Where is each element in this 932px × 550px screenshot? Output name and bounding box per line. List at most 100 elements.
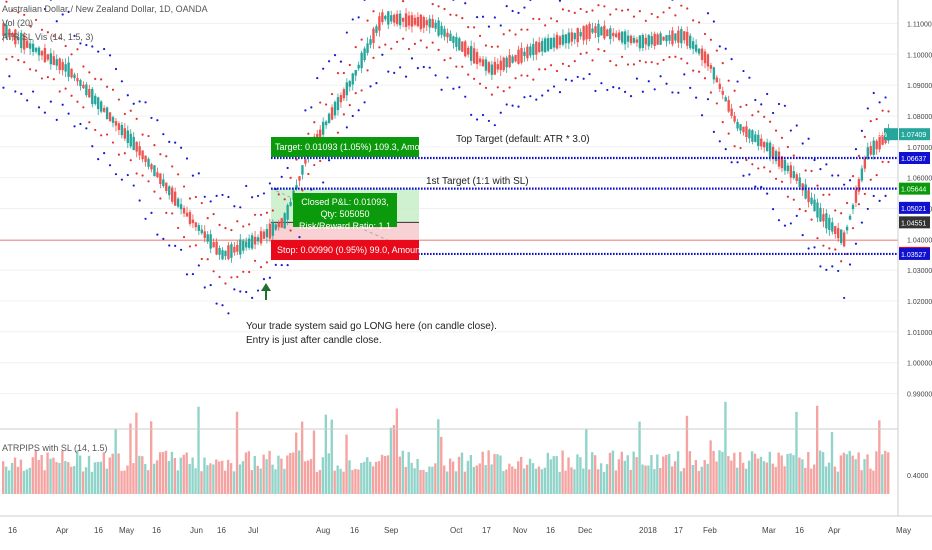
- atr-dot-upper: [262, 192, 266, 195]
- atr-dot-lower-inner: [153, 190, 156, 193]
- volume-bar: [241, 461, 245, 494]
- volume-bar: [605, 464, 609, 494]
- candle: [324, 121, 328, 126]
- price-badge-label: 1.06637: [901, 156, 926, 163]
- y-tick-label: 1.11000: [907, 21, 932, 28]
- atr-dot-lower-inner: [680, 57, 683, 60]
- candle: [194, 222, 198, 228]
- atr-dot-lower: [67, 112, 70, 115]
- atr-dot-lower: [174, 244, 177, 247]
- candle: [52, 56, 55, 65]
- volume-bar: [839, 455, 843, 494]
- volume-bar: [611, 450, 615, 494]
- volume-bar: [295, 432, 298, 494]
- atr-dot-upper: [286, 166, 289, 170]
- atr-dot-upper-inner: [674, 14, 677, 17]
- volume-bar: [277, 455, 280, 494]
- atr-dot-upper: [452, 0, 455, 1]
- candle: [384, 15, 387, 20]
- y-tick-label: 1.01000: [907, 330, 932, 337]
- candle: [245, 241, 248, 248]
- volume-bar: [300, 421, 304, 494]
- atr-dot-upper-inner: [473, 26, 476, 29]
- atr-dot-lower: [31, 90, 35, 93]
- atr-dot-lower: [322, 181, 325, 184]
- volume-bar: [821, 452, 825, 494]
- atr-dot-upper-inner: [307, 132, 310, 135]
- candle: [239, 239, 242, 255]
- atr-dot-upper: [221, 193, 224, 197]
- candle: [502, 57, 505, 71]
- volume-bar: [659, 467, 662, 494]
- atr-dot-lower-inner: [188, 245, 192, 248]
- atr-dot-lower-inner: [514, 77, 517, 80]
- atr-dot-lower: [233, 288, 236, 291]
- volume-bar: [599, 463, 603, 494]
- candle: [212, 242, 215, 248]
- volume-bar: [218, 461, 221, 494]
- candle: [165, 182, 168, 191]
- atr-dot-upper: [712, 20, 715, 23]
- volume-bar: [807, 452, 810, 494]
- candle: [333, 101, 337, 116]
- atr-dot-upper-inner: [64, 44, 67, 48]
- candle: [31, 43, 35, 52]
- volume-bar: [250, 470, 253, 494]
- candle: [304, 159, 307, 164]
- atr-dot-upper-inner: [567, 9, 570, 12]
- atr-dot-upper: [191, 174, 195, 177]
- atr-dot-upper: [144, 101, 147, 104]
- candle: [20, 32, 23, 49]
- volume-bar: [872, 470, 875, 494]
- atr-dot-upper-inner: [496, 45, 499, 48]
- atr-dot-lower-inner: [626, 63, 630, 66]
- volume-bar: [440, 436, 443, 494]
- atr-dot-upper: [843, 183, 846, 186]
- candle: [419, 14, 423, 30]
- atr-dot-upper-inner: [804, 169, 807, 172]
- candle: [91, 88, 94, 105]
- volume-bar: [10, 462, 14, 494]
- candle: [686, 31, 689, 46]
- atr-dot-upper-inner: [484, 44, 488, 47]
- atr-dot-lower-inner: [253, 259, 257, 262]
- volume-bar: [555, 456, 558, 494]
- change-badge: [884, 128, 898, 141]
- atr-dot-upper-inner: [200, 201, 203, 205]
- atr-dot-upper-inner: [816, 184, 819, 187]
- atr-dot-upper-inner: [792, 154, 795, 157]
- candle: [428, 18, 431, 28]
- atr-dot-upper-inner: [29, 24, 32, 27]
- volume-bar: [58, 462, 61, 494]
- atr-dot-upper: [724, 47, 727, 50]
- volume-bar: [348, 460, 351, 494]
- volume-bar: [111, 453, 114, 494]
- atr-dot-lower: [505, 103, 508, 106]
- atr-dot-upper-inner: [236, 220, 239, 223]
- volume-bar: [342, 471, 345, 494]
- atr-dot-lower: [689, 86, 692, 89]
- atr-dot-lower-inner: [727, 132, 730, 135]
- candle: [236, 244, 239, 252]
- candle: [141, 150, 144, 160]
- volume-bar: [70, 466, 73, 494]
- atr-dot-lower: [422, 65, 425, 69]
- candle: [179, 204, 183, 210]
- candle: [588, 23, 591, 39]
- candle: [848, 215, 852, 220]
- atr-dot-upper-inner: [177, 173, 180, 176]
- atr-dot-lower-inner: [490, 93, 493, 96]
- atr-dot-lower-inner: [354, 92, 357, 95]
- volume-bar: [670, 466, 674, 494]
- atr-dot-lower-inner: [171, 212, 174, 215]
- atr-dot-lower-inner: [413, 42, 417, 45]
- candle: [543, 38, 547, 53]
- volume-bar: [298, 450, 301, 494]
- atr-dot-lower: [801, 234, 804, 237]
- atr-dot-upper-inner: [863, 135, 866, 139]
- volume-bar: [632, 451, 635, 494]
- atr-dot-lower: [777, 219, 781, 222]
- atr-dot-lower: [470, 113, 473, 116]
- candle: [538, 42, 541, 53]
